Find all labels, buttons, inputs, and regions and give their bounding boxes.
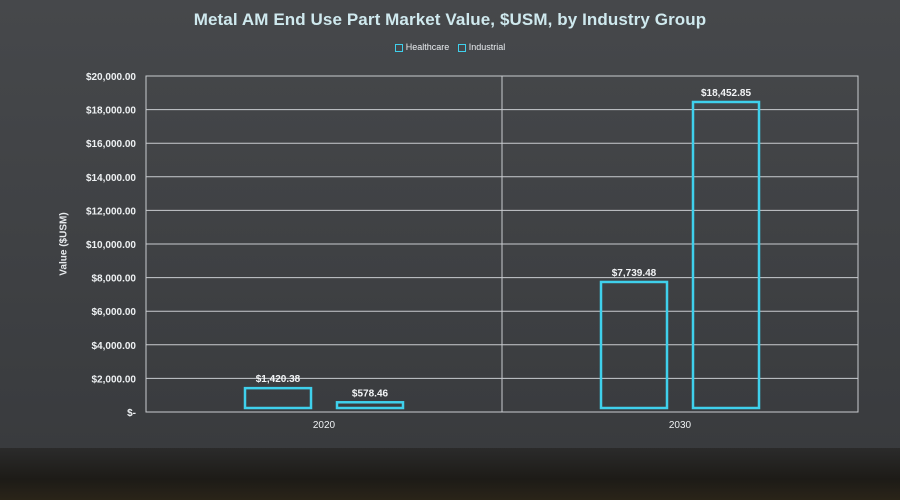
y-tick-label: $8,000.00 [92,274,137,285]
y-tick-label: $- [127,408,136,419]
chart-title: Metal AM End Use Part Market Value, $USM… [193,10,707,29]
y-tick-label: $2,000.00 [92,374,137,385]
bar-healthcare-2020 [243,386,313,410]
x-tick-label: 2030 [669,420,692,431]
legend-swatch-industrial [457,43,466,52]
data-label: $578.46 [352,388,389,399]
x-tick-label: 2020 [313,420,336,431]
chart-legend: Healthcare Industrial [0,42,900,52]
bar-industrial-2030 [691,100,761,410]
y-tick-label: $18,000.00 [86,106,136,117]
legend-entry-healthcare: Healthcare [394,42,450,52]
y-tick-label: $20,000.00 [86,72,136,83]
data-label: $7,739.48 [612,268,657,279]
y-tick-label: $10,000.00 [86,240,136,251]
y-tick-label: $12,000.00 [86,206,136,217]
room-floor [0,448,900,500]
y-tick-label: $16,000.00 [86,139,136,150]
data-label: $18,452.85 [701,88,751,99]
bar-healthcare-2030 [599,280,669,410]
bar-industrial-2020 [335,401,405,410]
legend-label-healthcare: Healthcare [405,42,450,52]
projection-screen [0,0,900,448]
legend-label-industrial: Industrial [468,42,506,52]
bar-chart-plot: $- $2,000.00 $4,000.00 $6,000.00 $8,000.00 $1… [86,72,859,431]
data-label: $1,420.38 [256,374,301,385]
y-tick-label: $14,000.00 [86,173,136,184]
legend-entry-industrial: Industrial [457,42,506,52]
y-tick-label: $4,000.00 [92,341,137,352]
y-tick-label: $6,000.00 [92,307,137,318]
legend-swatch-healthcare [394,43,403,52]
